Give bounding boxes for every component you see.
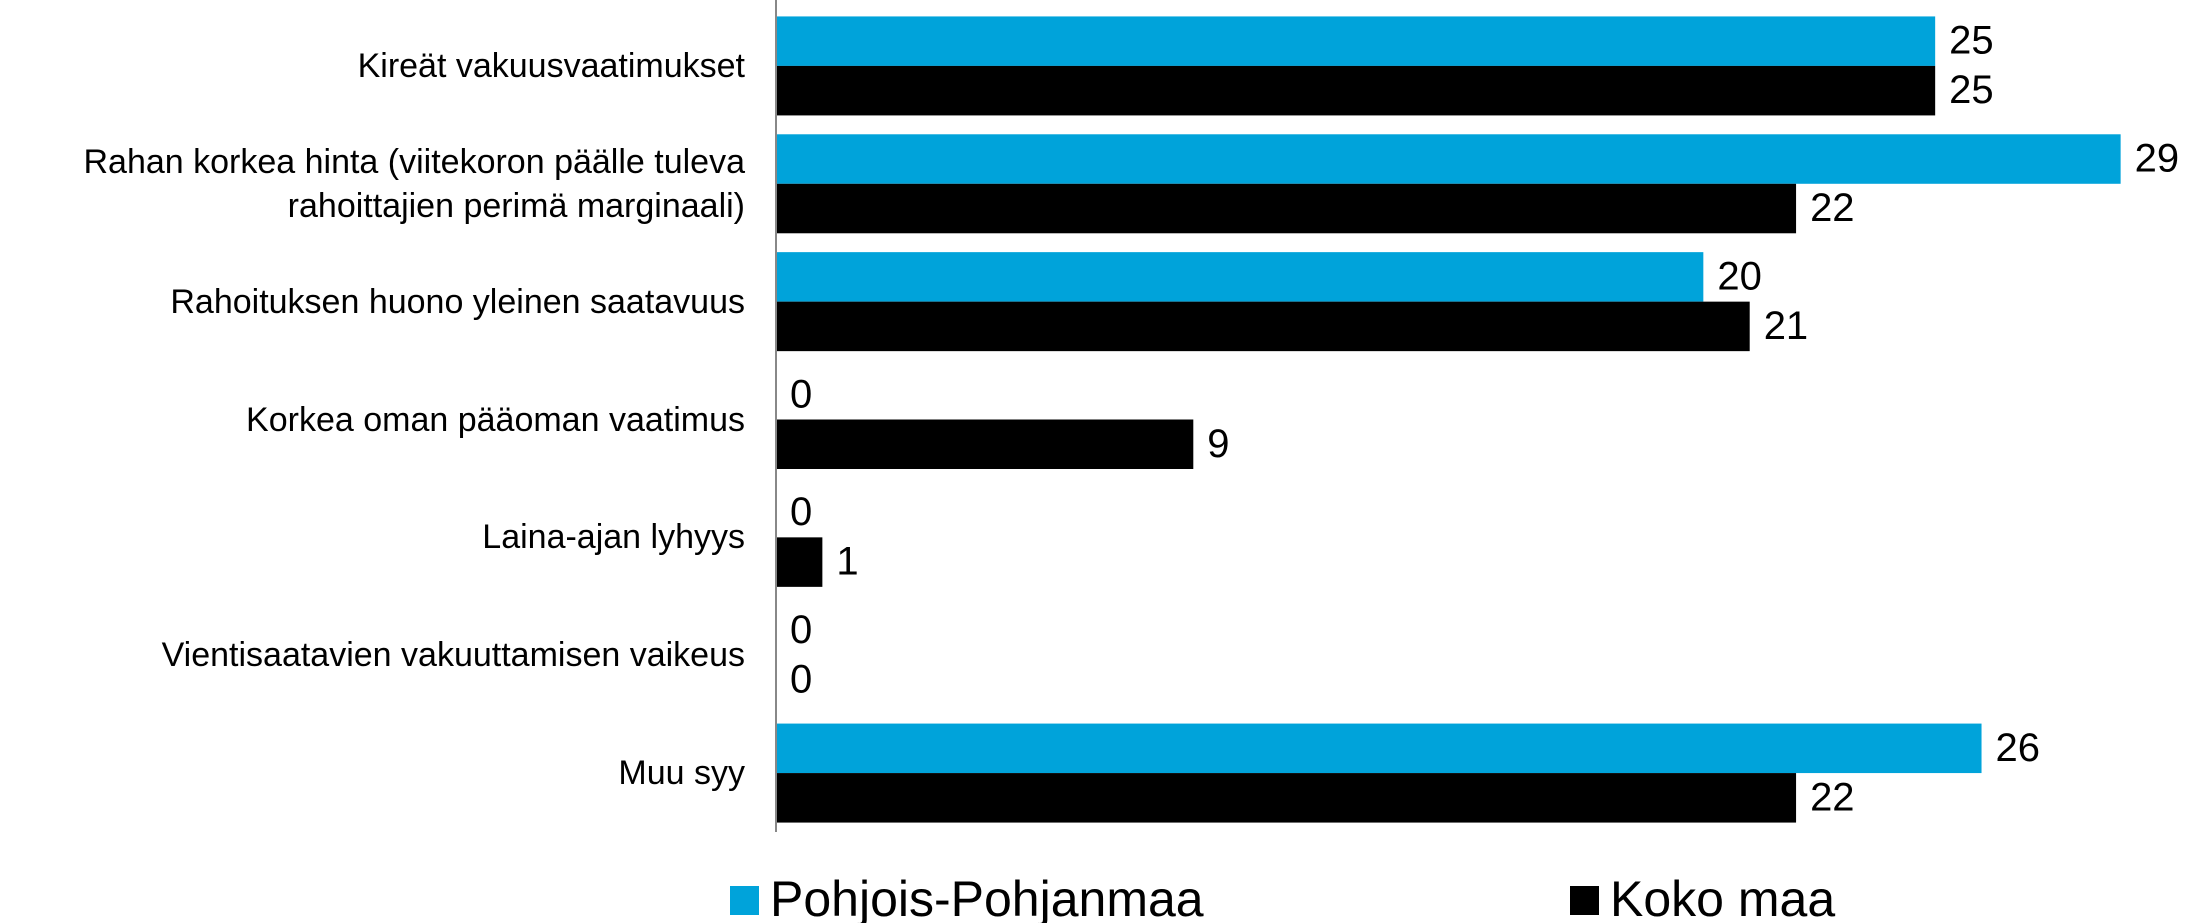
bar — [776, 16, 1936, 66]
value-label: 0 — [790, 490, 812, 534]
category-label: Laina-ajan lyhyys — [482, 518, 745, 557]
bar — [776, 183, 1797, 234]
bar — [776, 419, 1194, 469]
value-label: 0 — [790, 658, 812, 702]
value-label: 20 — [1717, 254, 1762, 298]
value-label: 29 — [2135, 137, 2180, 181]
category-label: Vientisaatavien vakuuttamisen vaikeus — [161, 636, 745, 675]
category-label: Rahoituksen huono yleinen saatavuus — [170, 282, 745, 321]
value-label: 22 — [1810, 775, 1855, 819]
value-label: 9 — [1207, 422, 1229, 466]
bar — [776, 252, 1704, 302]
category-label: Korkea oman pääoman vaatimus — [246, 400, 745, 439]
legend-swatch — [730, 886, 759, 915]
bar — [776, 773, 1797, 823]
bar — [776, 134, 2121, 184]
value-label: 21 — [1764, 304, 1809, 348]
category-label: Kireät vakuusvaatimukset — [357, 46, 745, 85]
legend-label: Koko maa — [1610, 871, 1835, 923]
value-label: 1 — [836, 540, 858, 584]
bar — [776, 301, 1750, 352]
value-label: 0 — [790, 608, 812, 652]
category-label: Rahan korkea hinta (viitekoron päälle tu… — [83, 142, 745, 225]
category-label: Muu syy — [618, 754, 745, 793]
bar — [776, 723, 1982, 774]
value-label: 0 — [790, 372, 812, 416]
value-label: 25 — [1949, 19, 1994, 63]
value-label: 26 — [1996, 726, 2041, 770]
bar — [776, 65, 1936, 116]
legend-label: Pohjois-Pohjanmaa — [770, 871, 1204, 923]
value-label: 25 — [1949, 68, 1994, 112]
legend-swatch — [1570, 886, 1599, 915]
value-label: 22 — [1810, 186, 1855, 230]
bar — [776, 537, 823, 587]
